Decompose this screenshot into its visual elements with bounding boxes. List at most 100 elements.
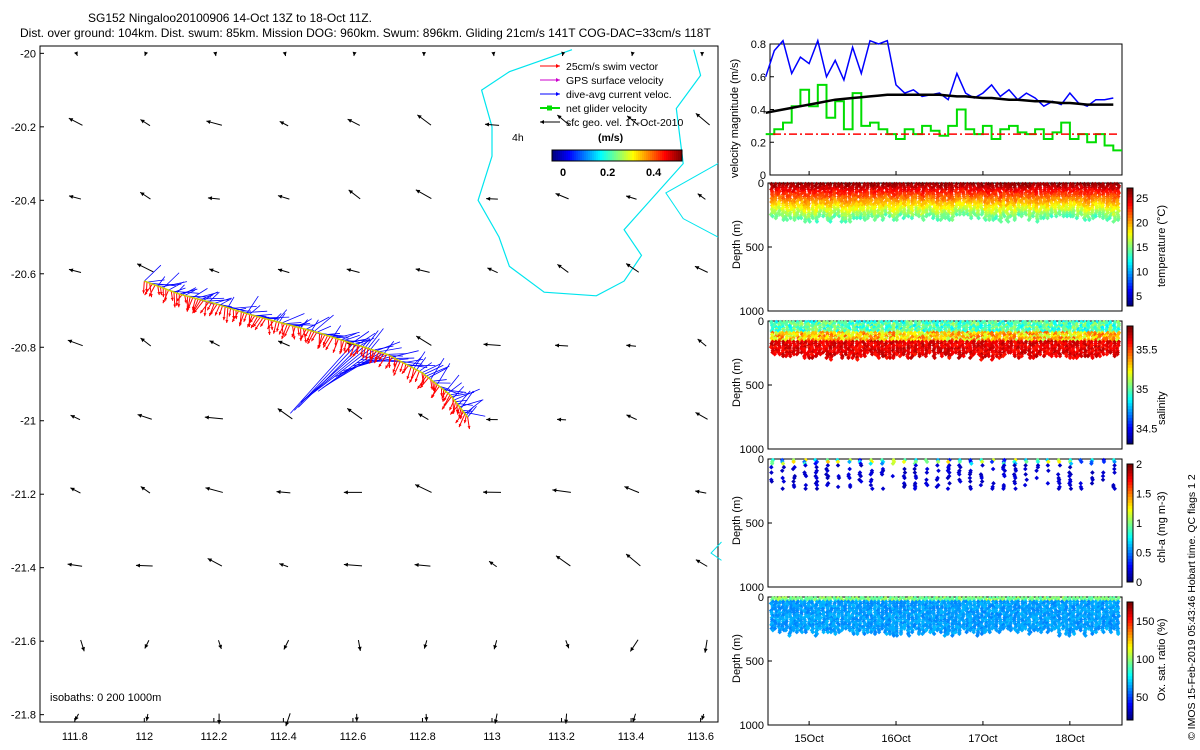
- sfc-arrow-head: [418, 413, 423, 418]
- section-colorbar-segment: [1127, 472, 1133, 477]
- sfc-arrow-head: [626, 263, 631, 268]
- section-colorbar-segment: [1127, 361, 1133, 365]
- colorbar-segment: [598, 150, 601, 161]
- swim-vector-head: [322, 341, 326, 346]
- sfc-arrow-head: [352, 51, 357, 56]
- sfc-arrow-head: [417, 114, 422, 119]
- swim-vector-head: [192, 309, 196, 314]
- colorbar-segment: [558, 150, 561, 161]
- section-colorbar-segment: [1127, 561, 1133, 565]
- section-colorbar-segment: [1127, 223, 1133, 227]
- sfc-arrow-head: [348, 189, 354, 194]
- section-colorbar-tick: 20: [1136, 217, 1148, 229]
- section-ytick-label: 1000: [740, 720, 764, 732]
- dac-vector: [324, 333, 341, 336]
- section-colorbar-segment: [1127, 423, 1133, 427]
- dac-vector: [400, 360, 423, 365]
- map-xtick-label: 111.8: [62, 731, 88, 743]
- dac-vector: [392, 350, 419, 358]
- swim-vector-head: [455, 409, 459, 413]
- dac-vector: [281, 313, 305, 324]
- sfc-arrow-head: [483, 342, 488, 347]
- swim-vector-head: [344, 349, 348, 354]
- colorbar-segment: [638, 150, 641, 161]
- swim-vector-head: [260, 323, 264, 327]
- sfc-arrow-head: [565, 643, 570, 649]
- chla-section-frame: [767, 458, 1123, 588]
- section-colorbar-segment: [1127, 220, 1133, 224]
- sfc-arrow-head: [346, 268, 352, 273]
- swim-vector-head: [375, 356, 378, 360]
- section-colorbar-segment: [1127, 291, 1133, 295]
- sfc-arrow-head: [81, 646, 85, 652]
- map-ytick-label: -21.4: [11, 563, 36, 575]
- swim-vector-head: [243, 318, 247, 322]
- sfc-arrow-head: [626, 343, 631, 348]
- section-colorbar-segment: [1127, 528, 1133, 533]
- sfc-arrow-head: [557, 417, 562, 422]
- section-colorbar-segment: [1127, 370, 1133, 374]
- section-colorbar-tick: 1.5: [1136, 489, 1151, 501]
- dac-vector: [383, 341, 395, 354]
- map-xtick-label: 112.6: [340, 731, 367, 743]
- sfc-arrow-head: [697, 338, 702, 344]
- swim-vector-head: [463, 419, 467, 424]
- dac-vector: [447, 382, 462, 394]
- colorbar-segment: [644, 150, 647, 161]
- section-colorbar-segment: [1127, 249, 1133, 254]
- dac-vector: [227, 296, 235, 308]
- swim-vector-head: [349, 353, 353, 357]
- section-colorbar-segment: [1127, 267, 1133, 272]
- colorbar-segment: [622, 150, 625, 161]
- swim-vector-head: [193, 309, 197, 313]
- section-colorbar-segment: [1127, 232, 1133, 236]
- swim-vector-head: [218, 311, 222, 316]
- colorbar-segment: [674, 150, 677, 161]
- sfc-arrow-head: [695, 559, 701, 564]
- section-colorbar-segment: [1127, 217, 1133, 221]
- map-panel: 111.8 112 112.2 112.4 112.6 112.8 113 113.2 113.…: [11, 45, 722, 743]
- colorbar-frame: [551, 149, 683, 162]
- sfc-arrow-head: [424, 717, 429, 722]
- sfc-arrow-head: [135, 563, 141, 568]
- dac-vector: [300, 319, 308, 329]
- colorbar-tick-1: 0.2: [600, 167, 615, 179]
- colorbar-segment: [560, 150, 563, 161]
- colorbar-segment: [676, 150, 679, 161]
- colorbar-segment: [628, 150, 631, 161]
- sfc-arrow-head: [486, 417, 491, 422]
- section-colorbar-segment: [1127, 525, 1133, 530]
- section-colorbar-segment: [1127, 337, 1133, 342]
- dac-vector: [176, 284, 185, 294]
- section-colorbar-segment: [1127, 496, 1133, 500]
- colorbar-segment: [596, 150, 599, 161]
- colorbar-segment: [578, 150, 581, 161]
- legend-swim-label: 25cm/s swim vector: [566, 61, 659, 73]
- section-ytick-label: 0: [758, 592, 764, 604]
- swim-vector-head: [332, 349, 336, 353]
- section-colorbar-segment: [1127, 297, 1133, 301]
- section-colorbar-segment: [1127, 211, 1133, 216]
- map-xtick-label: 113.2: [548, 731, 575, 743]
- map-ytick-label: -21.8: [11, 710, 36, 722]
- section-colorbar-segment: [1127, 552, 1133, 556]
- sfc-arrow-head: [357, 646, 362, 651]
- sfc-arrow-head: [343, 562, 349, 567]
- velocity-axes-frame: [769, 43, 1123, 176]
- net-glider-track: [144, 280, 469, 418]
- sfc-arrow-head: [700, 51, 705, 57]
- sfc-arrow-head: [68, 268, 74, 273]
- title-line2: Dist. over ground: 104km. Dist. swum: 85…: [20, 26, 711, 40]
- sfc-arrow-head: [140, 486, 146, 491]
- coastline-segment: [710, 541, 722, 561]
- swim-vector-head: [360, 352, 364, 356]
- colorbar-segment: [624, 150, 627, 161]
- sfc-arrow-head: [555, 555, 561, 560]
- colorbar-segment: [618, 150, 621, 161]
- section-colorbar-segment: [1127, 241, 1133, 245]
- colorbar-title: (m/s): [598, 132, 623, 144]
- swim-vector-head: [450, 411, 454, 415]
- sfc-arrow-head: [415, 484, 420, 489]
- dac-vector: [449, 392, 463, 396]
- sfc-arrow-head: [421, 51, 426, 57]
